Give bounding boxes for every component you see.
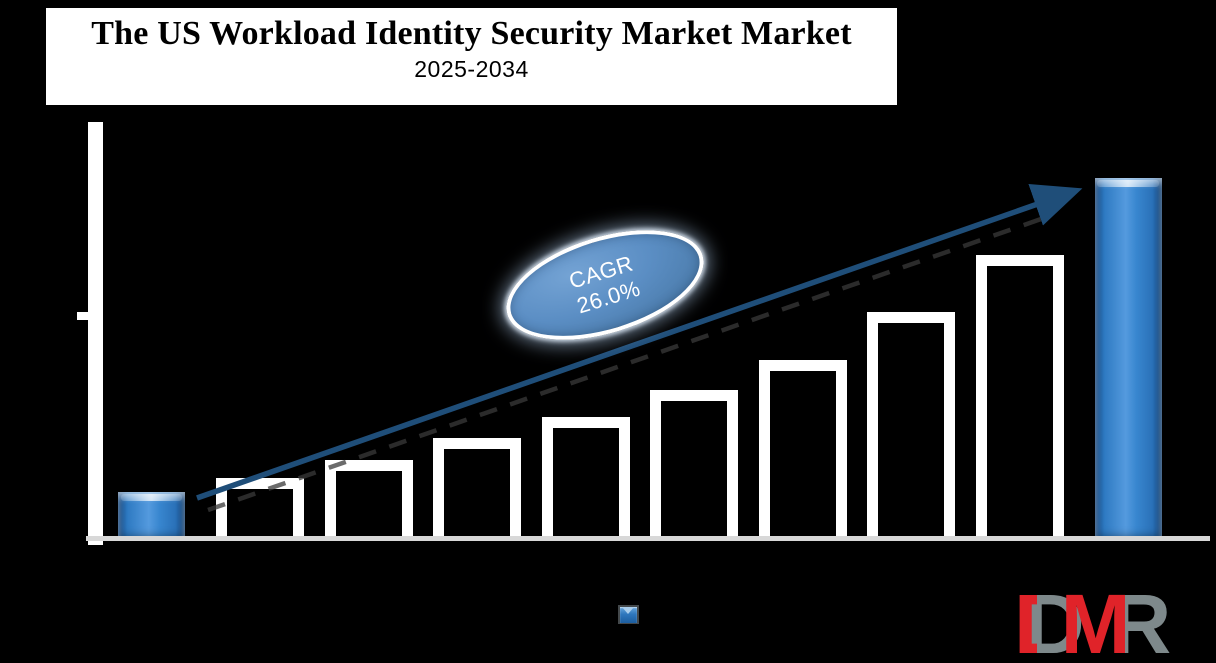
y-axis <box>88 122 103 545</box>
x-axis <box>86 536 1210 541</box>
legend-marker-icon <box>620 606 637 623</box>
legend-marker <box>618 605 639 624</box>
chart-title: The US Workload Identity Security Market… <box>91 15 852 52</box>
bar-2030 <box>650 390 738 541</box>
logo-letter-d: D D <box>1014 577 1085 663</box>
title-box: The US Workload Identity Security Market… <box>46 8 897 105</box>
bar-2025 <box>118 492 185 541</box>
bar-2026 <box>216 478 304 541</box>
chart-subtitle: 2025-2034 <box>414 56 529 82</box>
logo-letter-m: M <box>1060 577 1131 663</box>
bar-2028 <box>433 438 521 541</box>
logo-letter-d-red-accent: D <box>1014 577 1075 663</box>
logo-letter-r: R <box>1110 577 1172 663</box>
bar-2032 <box>867 312 955 541</box>
bar-2034 <box>1094 178 1162 541</box>
cagr-badge: CAGR 26.0% <box>493 209 717 361</box>
y-axis-tick <box>77 312 89 320</box>
bar-2027 <box>324 460 413 541</box>
bar-2031 <box>758 360 847 541</box>
bar-2033 <box>975 255 1064 541</box>
bar-2029 <box>541 417 630 541</box>
dmr-logo: D D M R <box>1014 577 1172 663</box>
